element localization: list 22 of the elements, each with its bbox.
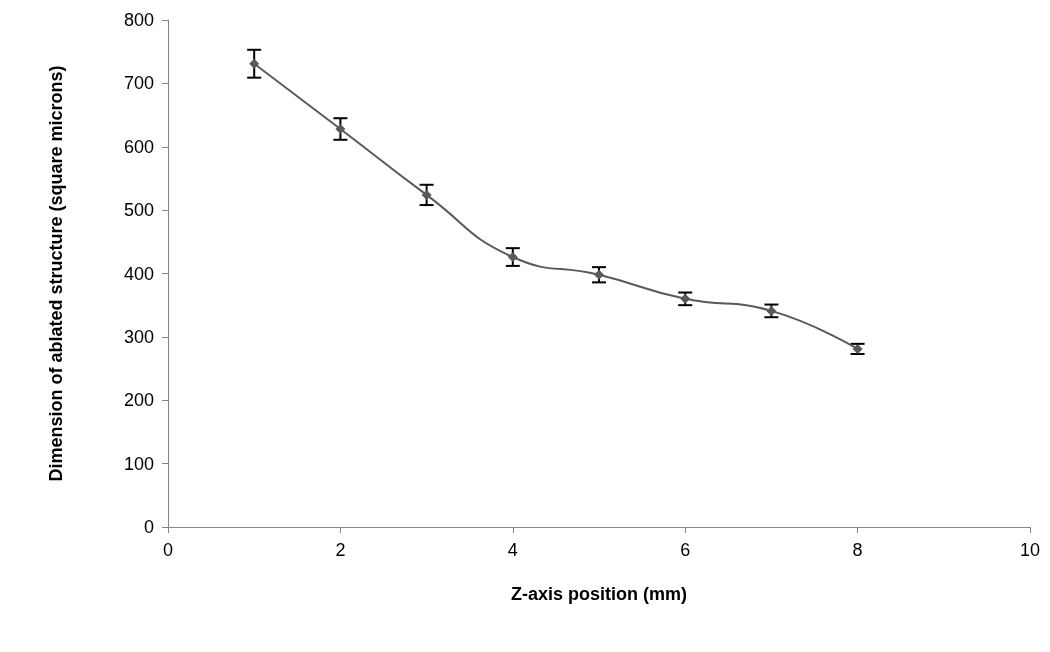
point xyxy=(249,58,260,69)
x-tick-label: 6 xyxy=(680,540,691,560)
point xyxy=(594,269,604,280)
point xyxy=(507,252,518,263)
x-tick-label: 0 xyxy=(162,540,174,560)
y-tick-label: 700 xyxy=(123,73,154,94)
y-tick-label: 400 xyxy=(123,263,154,284)
x-axis-title: Z-axis position (mm) xyxy=(510,584,688,604)
x-tick-label: 4 xyxy=(507,540,518,560)
x-tick-label: 10 xyxy=(1019,540,1041,560)
y-tick-label: 600 xyxy=(123,136,154,157)
y-tick-label: 300 xyxy=(123,326,154,347)
y-tick-label: 200 xyxy=(123,390,154,411)
y-axis-title: Dimension of ablated structure (square microns) xyxy=(46,65,66,482)
y-tick-label: 500 xyxy=(123,200,154,221)
point xyxy=(335,124,346,135)
x-tick-label: 8 xyxy=(852,540,863,560)
y-tick-label: 0 xyxy=(143,517,154,537)
point xyxy=(421,189,432,200)
y-tick-label: 100 xyxy=(123,453,154,474)
y-tick-label: 800 xyxy=(123,10,154,30)
x-tick-label: 2 xyxy=(335,540,346,560)
